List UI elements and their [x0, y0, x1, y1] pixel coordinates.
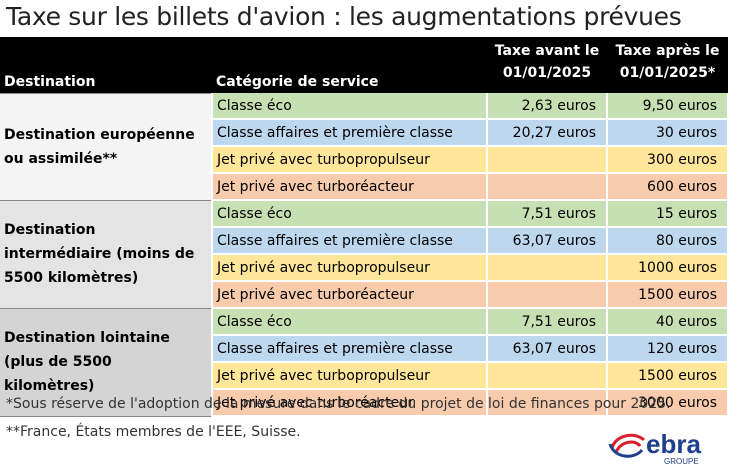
- tax-cell: 2,63 euros: [486, 93, 608, 120]
- footnote: *Sous réserve de l'adoption de la mesure…: [6, 396, 671, 412]
- tax-cell: 80 euros: [606, 227, 729, 255]
- logo-sub: GROUPE: [664, 457, 699, 466]
- table-row: Jet privé avec turbopropulseur 300 euros: [0, 146, 729, 174]
- table-row: Jet privé avec turboréacteur 600 euros: [0, 173, 729, 201]
- logo-swoosh: [608, 443, 644, 458]
- destination-cell: Destination européenne ou assimilée**: [0, 92, 213, 201]
- logo-swoosh: [610, 433, 646, 453]
- tax-cell: 20,27 euros: [486, 119, 608, 147]
- tax-cell: 15 euros: [606, 200, 729, 228]
- column-header: Catégorie de service: [212, 37, 487, 93]
- table-body: Destination européenne ou assimilée** Cla…: [0, 92, 729, 417]
- tax-cell: 63,07 euros: [486, 227, 608, 255]
- category-cell: Jet privé avec turboréacteur: [211, 281, 488, 309]
- table-row: Destination européenne ou assimilée** Cla…: [0, 92, 729, 201]
- tax-cell: 120 euros: [606, 335, 729, 363]
- destination-cell: Destination lointaine (plus de 5500 kilo…: [0, 307, 213, 417]
- tax-cell: [486, 281, 608, 309]
- column-header: Destination: [0, 37, 212, 93]
- tax-cell: [486, 254, 608, 282]
- tax-cell: [486, 146, 608, 174]
- tax-cell: 1000 euros: [606, 254, 729, 282]
- tax-table: Destination Catégorie de service Taxe avan…: [0, 37, 729, 417]
- tax-cell: 63,07 euros: [486, 335, 608, 363]
- table-row: Classe affaires et première classe 63,07 …: [0, 227, 729, 255]
- footnote: **France, États membres de l'EEE, Suisse…: [6, 424, 301, 440]
- table-row: Classe affaires et première classe 63,07 …: [0, 335, 729, 363]
- table-row: Jet privé avec turboréacteur 3000 euros: [0, 389, 729, 417]
- table-row: Destination lointaine (plus de 5500 kilo…: [0, 307, 729, 417]
- category-cell: Classe affaires et première classe: [211, 227, 488, 255]
- tax-cell: 7,51 euros: [486, 200, 608, 228]
- category-cell: Classe affaires et première classe: [211, 119, 488, 147]
- category-cell: Classe éco: [211, 308, 488, 336]
- tax-cell: 9,50 euros: [606, 93, 729, 120]
- tax-cell: 7,51 euros: [486, 308, 608, 336]
- tax-cell: [486, 389, 608, 417]
- table-row: Classe affaires et première classe 20,27 …: [0, 119, 729, 147]
- table-row: Jet privé avec turbopropulseur 1500 euros: [0, 362, 729, 390]
- category-cell: Jet privé avec turbopropulseur: [211, 362, 488, 390]
- tax-cell: 1500 euros: [606, 281, 729, 309]
- column-header: Taxe après le 01/01/2025*: [607, 37, 728, 93]
- header-row: Destination Catégorie de service Taxe avan…: [0, 37, 728, 93]
- logo-name: ebra: [646, 429, 701, 459]
- tax-cell: 300 euros: [606, 146, 729, 174]
- category-cell: Classe éco: [211, 200, 488, 228]
- tax-cell: 600 euros: [606, 173, 729, 201]
- logo: ebra GROUPE: [608, 429, 701, 466]
- tax-cell: [486, 173, 608, 201]
- tax-cell: 3000 euros: [606, 389, 729, 417]
- tax-cell: 1500 euros: [606, 362, 729, 390]
- tax-cell: [486, 362, 608, 390]
- tax-cell: 30 euros: [606, 119, 729, 147]
- category-cell: Jet privé avec turboréacteur: [211, 173, 488, 201]
- category-cell: Classe éco: [211, 93, 488, 120]
- category-cell: Jet privé avec turbopropulseur: [211, 254, 488, 282]
- tax-cell: 40 euros: [606, 308, 729, 336]
- title: Taxe sur les billets d'avion : les augme…: [6, 2, 682, 31]
- table-row: Jet privé avec turbopropulseur 1000 euros: [0, 254, 729, 282]
- destination-cell: Destination intermédiaire (moins de 5500…: [0, 199, 213, 309]
- table-row: Destination intermédiaire (moins de 5500…: [0, 199, 729, 309]
- column-header: Taxe avant le 01/01/2025: [487, 37, 607, 93]
- category-cell: Jet privé avec turboréacteur: [211, 389, 488, 417]
- category-cell: Jet privé avec turbopropulseur: [211, 146, 488, 174]
- category-cell: Classe affaires et première classe: [211, 335, 488, 363]
- table-row: Jet privé avec turboréacteur 1500 euros: [0, 281, 729, 309]
